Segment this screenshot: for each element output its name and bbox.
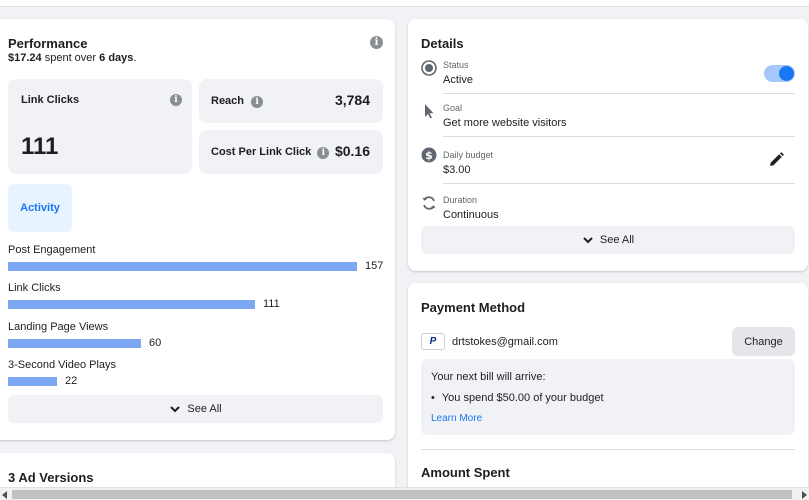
info-icon[interactable]: i (251, 96, 264, 108)
activity-bar-fill (8, 300, 255, 309)
payment-method-card: Payment Method P drtstokes@gmail.com Cha… (408, 283, 808, 500)
change-payment-button[interactable]: Change (732, 327, 795, 356)
radio-status-icon (421, 60, 437, 76)
activity-bar-track: 111 (8, 298, 393, 310)
reach-value: 3,784 (334, 92, 370, 108)
spent-end-text: . (133, 52, 137, 64)
reach-label-text: Reach (211, 95, 245, 107)
chevron-down-icon (583, 237, 593, 244)
payment-method-title: Payment Method (421, 300, 526, 315)
activity-bar-fill (8, 377, 57, 386)
next-bill-box: Your next bill will arrive: • You spend $… (421, 359, 795, 435)
link-clicks-box: Link Clicks i 111 (8, 79, 192, 174)
paypal-icon: P (421, 333, 445, 350)
chevron-down-icon (170, 406, 181, 413)
performance-see-all-button[interactable]: See All (8, 395, 383, 423)
bill-bullet-text: You spend $50.00 of your budget (441, 392, 604, 404)
activity-bar-label: Link Clicks (8, 282, 61, 294)
scroll-right-arrow-icon[interactable] (802, 491, 807, 499)
goal-key: Goal (443, 103, 463, 113)
top-header-strip (0, 0, 809, 7)
info-icon[interactable]: i (317, 147, 330, 159)
refresh-icon (422, 196, 436, 210)
details-see-all-button[interactable]: See All (421, 226, 795, 254)
activity-bar-fill (8, 339, 141, 348)
see-all-label: See All (599, 234, 635, 246)
activity-bar-value: 60 (149, 337, 162, 349)
link-clicks-value: 111 (21, 133, 59, 160)
daily-budget-value: $3.00 (443, 164, 471, 176)
cost-per-link-click-value: $0.16 (334, 143, 370, 159)
activity-bar-label: 3-Second Video Plays (8, 359, 117, 371)
bill-title: Your next bill will arrive: (431, 371, 546, 383)
detail-status: Status Active (421, 59, 795, 95)
details-title: Details (421, 36, 464, 51)
activity-bar-label: Landing Page Views (8, 321, 109, 333)
divider (443, 136, 795, 137)
svg-text:$: $ (425, 149, 433, 162)
divider (443, 183, 795, 184)
status-toggle[interactable] (764, 65, 795, 82)
cost-label-text: Cost Per Link Click (211, 146, 312, 158)
see-all-label: See All (187, 403, 222, 415)
dollar-icon: $ (421, 147, 437, 163)
detail-daily-budget: $ Daily budget $3.00 (421, 147, 795, 183)
paypal-row: P drtstokes@gmail.com (421, 333, 795, 353)
goal-value: Get more website visitors (443, 117, 567, 129)
ad-versions-title: 3 Ad Versions (8, 470, 94, 485)
divider (421, 449, 795, 450)
detail-goal: Goal Get more website visitors (421, 102, 795, 138)
activity-bar-track: 60 (8, 337, 393, 349)
spent-amount: $17.24 (8, 52, 42, 64)
performance-card: Performance i $17.24 spent over 6 days. … (0, 19, 395, 440)
activity-bar-row: Link Clicks 111 (8, 281, 393, 310)
link-clicks-label: Link Clicks (21, 94, 80, 106)
amount-spent-title: Amount Spent (421, 465, 510, 480)
scroll-left-arrow-icon[interactable] (2, 491, 7, 499)
cost-per-link-click-box: Cost Per Link Click i $0.16 (199, 130, 383, 174)
toggle-knob (779, 66, 794, 81)
activity-bar-fill (8, 262, 357, 271)
info-icon[interactable]: i (170, 94, 182, 106)
daily-budget-key: Daily budget (443, 150, 494, 160)
detail-duration: Duration Continuous (421, 193, 795, 227)
performance-title: Performance (8, 36, 88, 51)
cost-per-link-click-label: Cost Per Link Click i (211, 146, 330, 159)
activity-bar-value: 22 (65, 375, 78, 387)
edit-pencil-icon[interactable] (768, 151, 785, 168)
activity-bar-track: 22 (8, 375, 393, 387)
tab-activity[interactable]: Activity (8, 184, 72, 232)
duration-key: Duration (443, 195, 478, 205)
horizontal-scrollbar[interactable] (0, 487, 809, 500)
details-card: Details Status Active Goal Get more webs… (408, 19, 808, 271)
payment-email: drtstokes@gmail.com (452, 336, 558, 348)
reach-label: Reach i (211, 95, 264, 108)
activity-bar-row: 3-Second Video Plays 22 (8, 358, 393, 387)
reach-box: Reach i 3,784 (199, 79, 383, 123)
cursor-icon (425, 104, 434, 119)
status-key: Status (443, 60, 469, 70)
divider (443, 93, 795, 94)
activity-bar-label: Post Engagement (8, 244, 96, 256)
activity-bar-value: 157 (365, 260, 384, 272)
bullet-dot: • (431, 392, 435, 404)
status-value: Active (443, 74, 473, 86)
spend-summary: $17.24 spent over 6 days. (8, 52, 136, 64)
spent-middle-text: spent over (41, 52, 100, 64)
learn-more-link[interactable]: Learn More (431, 413, 483, 424)
activity-bar-value: 111 (263, 298, 280, 310)
info-icon[interactable]: i (370, 36, 383, 49)
activity-bar-row: Landing Page Views 60 (8, 320, 393, 349)
scrollbar-thumb[interactable] (12, 490, 792, 499)
spent-days: 6 days (99, 52, 134, 64)
bill-bullet: • You spend $50.00 of your budget (431, 392, 604, 404)
duration-value: Continuous (443, 209, 499, 221)
activity-bar-row: Post Engagement 157 (8, 243, 393, 272)
activity-bar-track: 157 (8, 260, 393, 272)
